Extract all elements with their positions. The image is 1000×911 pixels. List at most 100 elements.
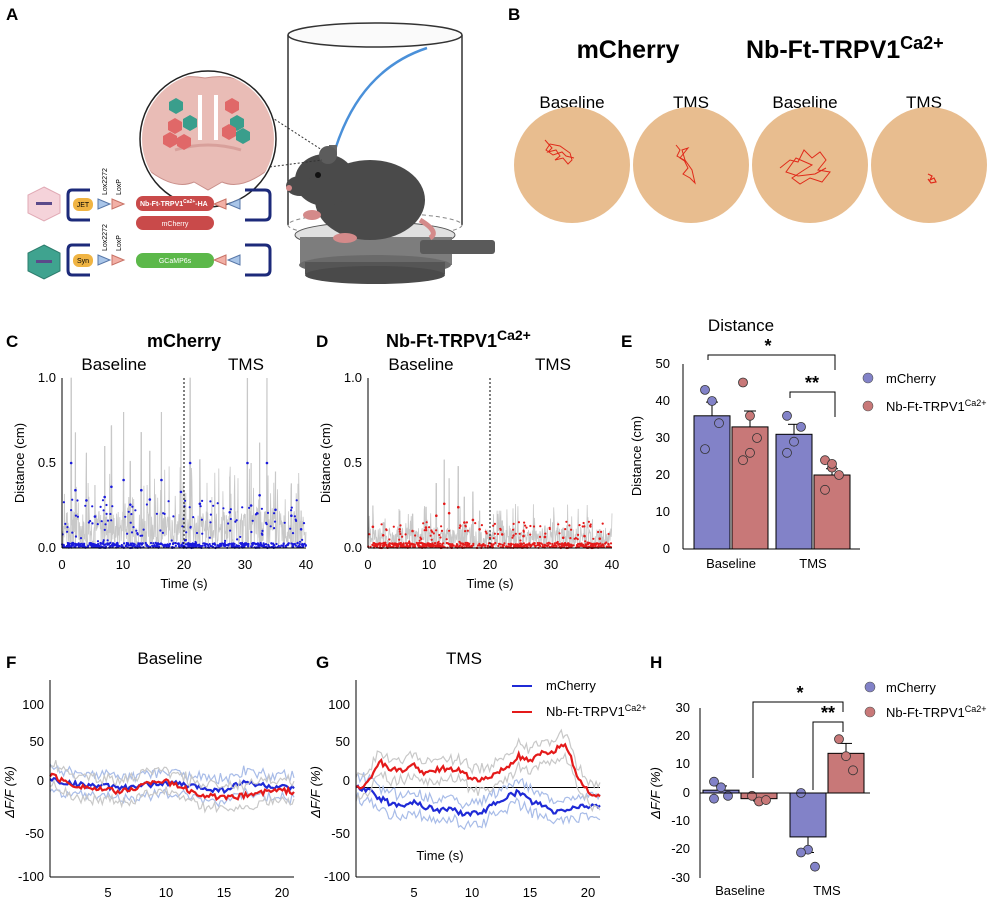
distance-point <box>189 542 192 546</box>
distance-point <box>229 517 232 521</box>
distance-point <box>380 523 383 526</box>
distance-point <box>240 545 243 548</box>
distance-point <box>99 505 102 508</box>
panel-h-sig-label-1: * <box>796 683 803 703</box>
distance-point <box>428 526 431 529</box>
distance-point <box>431 542 434 545</box>
panel-g-yticks: 100 50 0 -50 -100 <box>324 697 350 884</box>
distance-point <box>92 543 95 546</box>
distance-point <box>160 542 163 546</box>
distance-point <box>509 544 512 547</box>
panel-f-xtick-5: 5 <box>104 885 111 900</box>
distance-point <box>464 525 467 528</box>
distance-point <box>66 530 69 533</box>
distance-point <box>194 540 197 544</box>
distance-point <box>102 539 105 542</box>
panel-h-ytick-10: 10 <box>676 756 690 771</box>
track-nb-baseline <box>779 149 831 185</box>
distance-point <box>538 535 542 539</box>
distance-point <box>101 542 104 545</box>
panel-f-ytick-m50: -50 <box>25 826 44 841</box>
distance-point <box>224 539 227 543</box>
distance-point <box>459 524 462 528</box>
panel-h-ytick-m30: -30 <box>671 870 690 885</box>
distance-point <box>129 503 132 506</box>
distance-point <box>538 542 541 545</box>
track-mcherry-baseline <box>544 139 575 165</box>
distance-point <box>298 540 302 543</box>
data-point <box>714 418 724 429</box>
distance-point <box>184 543 187 546</box>
distance-point <box>424 526 428 529</box>
panel-h-sig-bracket-2 <box>812 721 844 790</box>
distance-point <box>70 509 73 512</box>
sem-band-line <box>49 787 295 808</box>
distance-point <box>408 540 411 543</box>
distance-point <box>583 534 586 538</box>
distance-point <box>274 508 277 512</box>
distance-point <box>381 533 385 537</box>
sem-band-line <box>355 772 601 810</box>
distance-point <box>235 519 238 522</box>
distance-point <box>490 545 493 548</box>
distance-point <box>577 533 580 537</box>
panel-h-ytick-0: 0 <box>683 785 690 800</box>
panel-h-ylabel: ΔF/F (%) <box>648 767 663 820</box>
distance-point <box>448 529 451 532</box>
distance-point <box>607 543 610 546</box>
distance-point <box>301 538 304 542</box>
distance-point <box>72 541 75 545</box>
distance-point <box>430 538 433 541</box>
distance-point <box>552 545 555 548</box>
sem-band-line <box>355 728 601 789</box>
distance-point <box>66 526 69 529</box>
distance-point <box>273 527 276 530</box>
bar-mcherry-tms <box>789 792 827 838</box>
distance-point <box>80 545 83 548</box>
distance-point <box>524 524 527 527</box>
panel-h-chart: 30 20 10 0 -10 -20 -30 Baseline TMS ΔF/F… <box>648 680 987 898</box>
distance-point <box>447 511 451 515</box>
distance-point <box>84 504 87 507</box>
distance-point <box>273 512 276 515</box>
distance-point <box>208 536 211 539</box>
distance-point <box>420 537 423 541</box>
distance-point <box>277 544 280 548</box>
distance-point <box>289 527 292 530</box>
distance-point <box>140 488 143 492</box>
data-point <box>782 447 792 458</box>
distance-point <box>546 545 549 548</box>
panel-e-chart: Distance 0 10 20 30 40 50 Baseline TMS D… <box>629 316 987 571</box>
distance-point <box>570 545 573 548</box>
distance-point <box>522 534 525 538</box>
distance-point <box>586 543 589 546</box>
distance-point <box>110 519 113 522</box>
distance-point <box>577 545 581 549</box>
series-line-nb <box>49 772 295 802</box>
panel-g-xtick-20: 20 <box>581 885 595 900</box>
distance-point <box>246 461 249 465</box>
distance-point <box>379 542 383 545</box>
construct-gcamp6s: GCaMP6s <box>159 258 192 265</box>
distance-point <box>496 532 500 536</box>
distance-trace-line <box>61 377 307 549</box>
distance-point <box>273 520 277 523</box>
panel-label-h: H <box>650 653 662 672</box>
panel-c-xtick-20: 20 <box>177 557 191 572</box>
distance-point <box>256 512 259 515</box>
distance-point <box>256 543 259 546</box>
distance-point <box>493 532 496 535</box>
data-point <box>761 795 771 805</box>
promoter-jet-label: JET <box>77 202 90 209</box>
distance-point <box>251 519 254 522</box>
panel-g-ytick-m100: -100 <box>324 869 350 884</box>
distance-point <box>494 541 497 545</box>
distance-point <box>487 544 490 547</box>
bar-nb-ft-trpv1-tms <box>813 474 851 550</box>
series-line-nb <box>356 742 601 798</box>
tms-coil-handle <box>420 240 495 254</box>
distance-point <box>270 542 273 545</box>
distance-point <box>159 529 162 532</box>
distance-point <box>518 532 521 535</box>
panel-f-xticks: 5 10 15 20 <box>104 885 289 900</box>
